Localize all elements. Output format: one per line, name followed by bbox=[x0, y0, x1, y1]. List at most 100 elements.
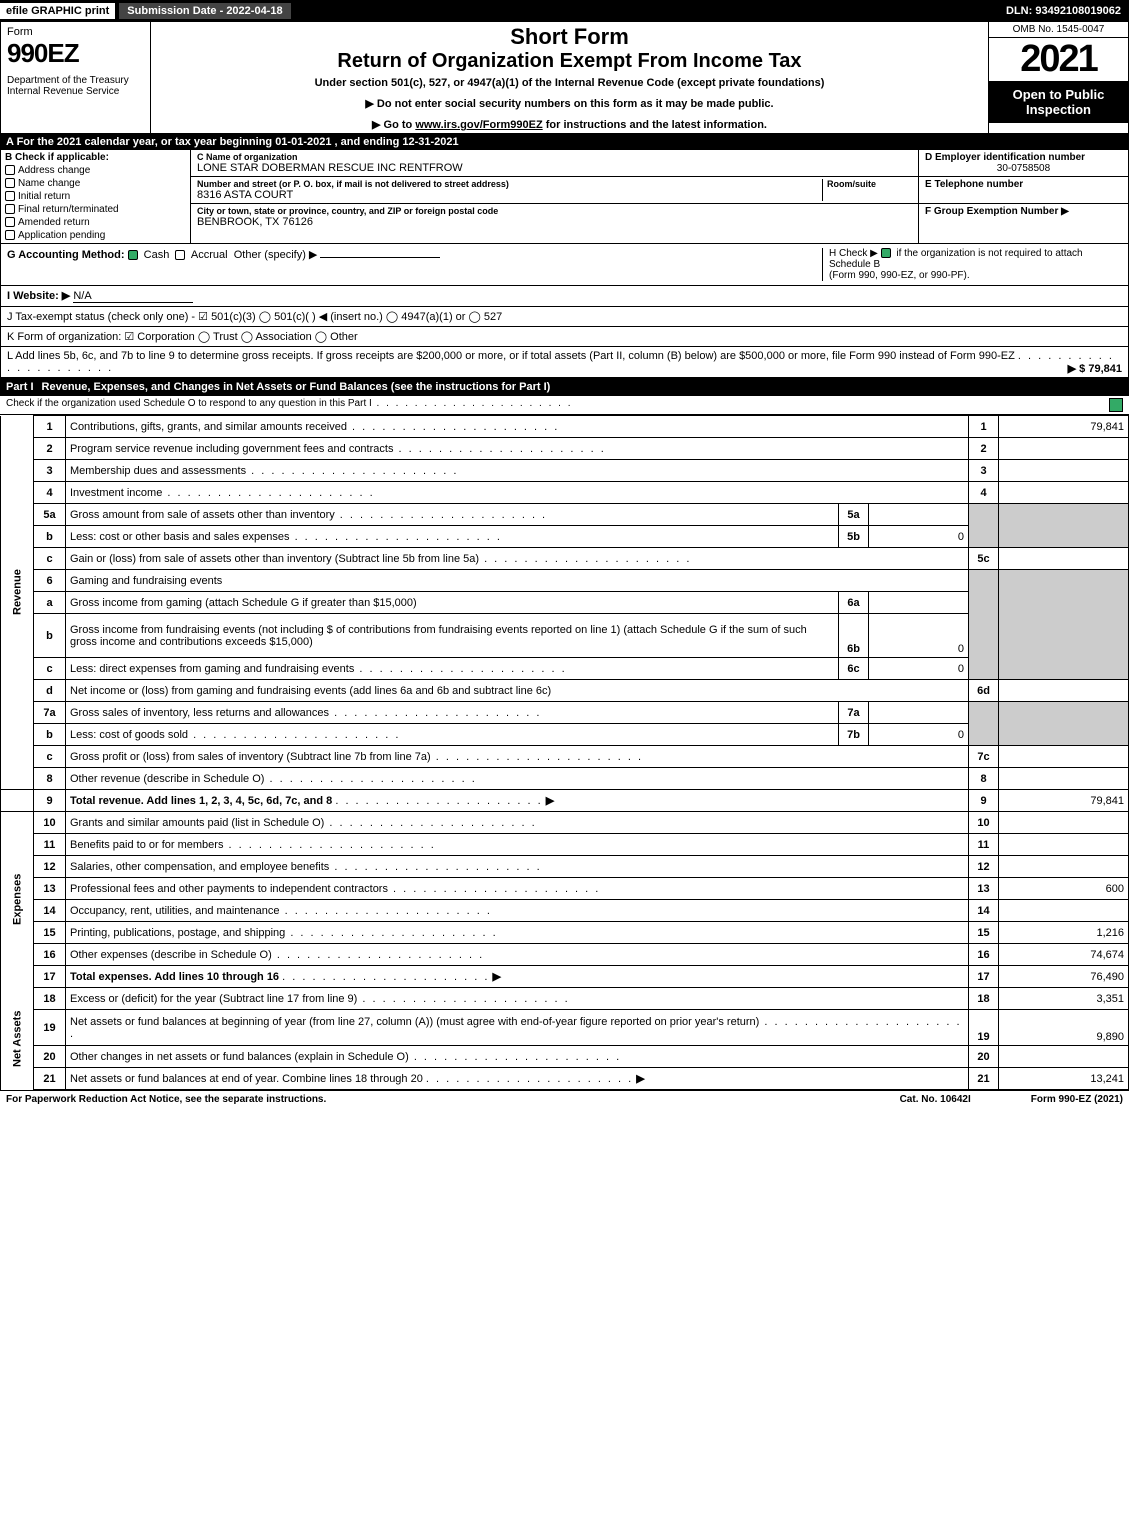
header-left: Form 990EZ Department of the Treasury In… bbox=[1, 22, 151, 133]
side-netassets: Net Assets bbox=[1, 988, 34, 1090]
r6c-desc: Less: direct expenses from gaming and fu… bbox=[66, 658, 839, 680]
r1-rn: 1 bbox=[969, 416, 999, 438]
r6c-num: c bbox=[34, 658, 66, 680]
r5c-desc: Gain or (loss) from sale of assets other… bbox=[66, 548, 969, 570]
g-accrual: Accrual bbox=[191, 249, 228, 261]
r12-rv bbox=[999, 856, 1129, 878]
line-j: J Tax-exempt status (check only one) - ☑… bbox=[0, 307, 1129, 327]
d-ein-label: D Employer identification number bbox=[925, 152, 1122, 163]
r11-rn: 11 bbox=[969, 834, 999, 856]
website-value: N/A bbox=[73, 290, 193, 303]
r8-desc: Other revenue (describe in Schedule O) bbox=[66, 768, 969, 790]
section-h: H Check ▶ if the organization is not req… bbox=[822, 248, 1122, 281]
r4-desc: Investment income bbox=[66, 482, 969, 504]
r7c-num: c bbox=[34, 746, 66, 768]
r6d-num: d bbox=[34, 680, 66, 702]
r12-rn: 12 bbox=[969, 856, 999, 878]
checkbox-address-change[interactable] bbox=[5, 165, 15, 175]
r21-rv: 13,241 bbox=[999, 1068, 1129, 1090]
r17-arrow: ▶ bbox=[493, 971, 501, 983]
checkbox-initial-return[interactable] bbox=[5, 191, 15, 201]
r16-desc: Other expenses (describe in Schedule O) bbox=[66, 944, 969, 966]
r2-num: 2 bbox=[34, 438, 66, 460]
r1-desc: Contributions, gifts, grants, and simila… bbox=[66, 416, 969, 438]
r6d-rn: 6d bbox=[969, 680, 999, 702]
r18-desc: Excess or (deficit) for the year (Subtra… bbox=[66, 988, 969, 1010]
side-expenses: Expenses bbox=[1, 812, 34, 988]
l-amount: ▶ $ 79,841 bbox=[1068, 362, 1122, 375]
r6c-iv: 0 bbox=[869, 658, 969, 680]
instr2-post: for instructions and the latest informat… bbox=[543, 119, 767, 131]
checkbox-h[interactable] bbox=[881, 248, 891, 258]
r18-rn: 18 bbox=[969, 988, 999, 1010]
top-bar: efile GRAPHIC print Submission Date - 20… bbox=[0, 0, 1129, 22]
checkbox-pending[interactable] bbox=[5, 230, 15, 240]
checkbox-final-return[interactable] bbox=[5, 204, 15, 214]
r10-desc: Grants and similar amounts paid (list in… bbox=[66, 812, 969, 834]
r6b-in: 6b bbox=[839, 614, 869, 658]
section-gh: G Accounting Method: Cash Accrual Other … bbox=[0, 244, 1129, 286]
g-cash: Cash bbox=[144, 249, 170, 261]
r12-desc: Salaries, other compensation, and employ… bbox=[66, 856, 969, 878]
b-item-0: Address change bbox=[18, 165, 90, 176]
r9-num: 9 bbox=[34, 790, 66, 812]
r21-rn: 21 bbox=[969, 1068, 999, 1090]
b-item-2: Initial return bbox=[18, 191, 70, 202]
short-form-title: Short Form bbox=[155, 24, 984, 50]
r4-rv bbox=[999, 482, 1129, 504]
r8-rn: 8 bbox=[969, 768, 999, 790]
g-other-line bbox=[320, 257, 440, 258]
r6d-desc: Net income or (loss) from gaming and fun… bbox=[66, 680, 969, 702]
r7a-in: 7a bbox=[839, 702, 869, 724]
r5a-iv bbox=[869, 504, 969, 526]
checkbox-accrual[interactable] bbox=[175, 250, 185, 260]
grey-6 bbox=[969, 570, 999, 680]
part-i-title: Revenue, Expenses, and Changes in Net As… bbox=[42, 381, 1123, 393]
h-text3: (Form 990, 990-EZ, or 990-PF). bbox=[829, 270, 970, 281]
r8-rv bbox=[999, 768, 1129, 790]
r6b-desc: Gross income from fundraising events (no… bbox=[66, 614, 839, 658]
checkbox-name-change[interactable] bbox=[5, 178, 15, 188]
r17-rn: 17 bbox=[969, 966, 999, 988]
section-bcdef: B Check if applicable: Address change Na… bbox=[0, 150, 1129, 244]
open-public-badge: Open to Public Inspection bbox=[989, 81, 1128, 123]
r9-arrow: ▶ bbox=[546, 795, 554, 807]
section-g: G Accounting Method: Cash Accrual Other … bbox=[7, 248, 822, 281]
b-item-3: Final return/terminated bbox=[18, 204, 119, 215]
r8-num: 8 bbox=[34, 768, 66, 790]
r7c-rn: 7c bbox=[969, 746, 999, 768]
r15-rv: 1,216 bbox=[999, 922, 1129, 944]
checkbox-amended[interactable] bbox=[5, 217, 15, 227]
r13-desc: Professional fees and other payments to … bbox=[66, 878, 969, 900]
b-item-4: Amended return bbox=[18, 217, 90, 228]
r11-rv bbox=[999, 834, 1129, 856]
r20-num: 20 bbox=[34, 1046, 66, 1068]
r6d-rv bbox=[999, 680, 1129, 702]
instruction-2: ▶ Go to www.irs.gov/Form990EZ for instru… bbox=[155, 118, 984, 131]
r3-rv bbox=[999, 460, 1129, 482]
r7b-num: b bbox=[34, 724, 66, 746]
c-name-label: C Name of organization bbox=[197, 152, 912, 162]
checkbox-cash[interactable] bbox=[128, 250, 138, 260]
r16-num: 16 bbox=[34, 944, 66, 966]
r7a-num: 7a bbox=[34, 702, 66, 724]
checkbox-sched-o[interactable] bbox=[1109, 398, 1123, 412]
r12-num: 12 bbox=[34, 856, 66, 878]
r17-rv: 76,490 bbox=[999, 966, 1129, 988]
r6b-num: b bbox=[34, 614, 66, 658]
r7a-desc: Gross sales of inventory, less returns a… bbox=[66, 702, 839, 724]
r19-rv: 9,890 bbox=[999, 1010, 1129, 1046]
r20-rn: 20 bbox=[969, 1046, 999, 1068]
r6a-iv bbox=[869, 592, 969, 614]
r19-rn: 19 bbox=[969, 1010, 999, 1046]
line-k: K Form of organization: ☑ Corporation ◯ … bbox=[0, 327, 1129, 347]
under-section: Under section 501(c), 527, or 4947(a)(1)… bbox=[155, 77, 984, 89]
r6a-num: a bbox=[34, 592, 66, 614]
section-b-header: B Check if applicable: bbox=[5, 152, 186, 163]
side-blank2 bbox=[1, 790, 34, 812]
r5c-rn: 5c bbox=[969, 548, 999, 570]
r16-rn: 16 bbox=[969, 944, 999, 966]
irs-link[interactable]: www.irs.gov/Form990EZ bbox=[415, 119, 542, 131]
grey-5 bbox=[969, 504, 999, 548]
e-tel-label: E Telephone number bbox=[925, 179, 1122, 190]
